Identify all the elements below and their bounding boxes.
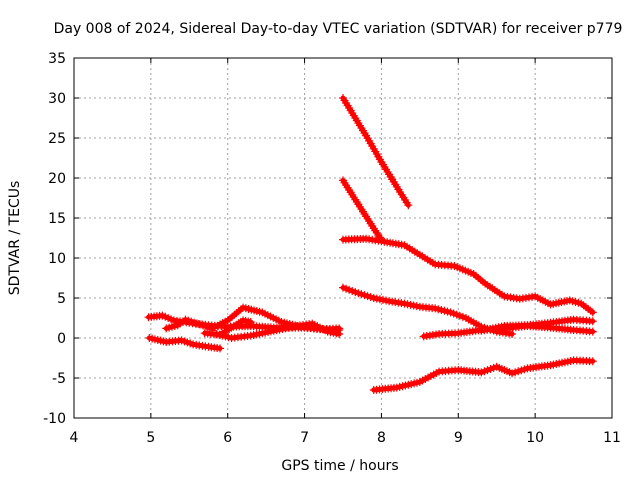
series-track-8 [339,234,597,317]
y-tick-label: -10 [43,411,66,427]
grid-lines [74,58,612,418]
x-tick-label: 9 [454,430,463,446]
series-track-11 [477,315,597,335]
data-point [588,327,597,336]
x-tick-label: 6 [223,430,232,446]
series-track-3 [162,303,344,334]
y-tick-label: 30 [48,91,66,107]
y-tick-labels: -10 -5 0 5 10 15 20 25 30 35 [43,51,66,427]
data-series [144,94,597,394]
y-tick-label: 20 [48,171,66,187]
y-tick-label: 5 [57,291,66,307]
data-point [216,344,225,353]
data-point [246,318,255,326]
y-tick-label: 35 [48,51,66,67]
y-tick-label: 10 [48,251,66,267]
y-axis-label: SDTVAR / TECUs [7,181,23,296]
plot-frame [73,57,613,419]
series-track-12 [369,356,597,394]
data-point [588,317,597,326]
x-tick-label: 11 [603,430,621,446]
series-track-1 [145,334,225,353]
data-point [588,357,597,366]
data-point [404,201,413,210]
y-tick-label: -5 [52,371,66,387]
y-tick-label: 15 [48,211,66,227]
x-tick-label: 10 [526,430,544,446]
x-axis-label: GPS time / hours [281,458,398,474]
x-tick-label: 7 [300,430,309,446]
y-tick-label: 0 [57,331,66,347]
x-tick-labels: 4 5 6 7 8 9 10 11 [70,430,621,446]
series-track-5 [200,316,255,339]
data-point [588,308,597,317]
y-tick-label: 25 [48,131,66,147]
x-tick-label: 8 [377,430,386,446]
x-tick-label: 4 [70,430,79,446]
series-track-7 [339,176,386,244]
data-point [508,330,517,338]
data-point [335,330,344,338]
chart-title: Day 008 of 2024, Sidereal Day-to-day VTE… [54,21,623,37]
series-track-6 [339,94,413,210]
x-tick-label: 5 [146,430,155,446]
